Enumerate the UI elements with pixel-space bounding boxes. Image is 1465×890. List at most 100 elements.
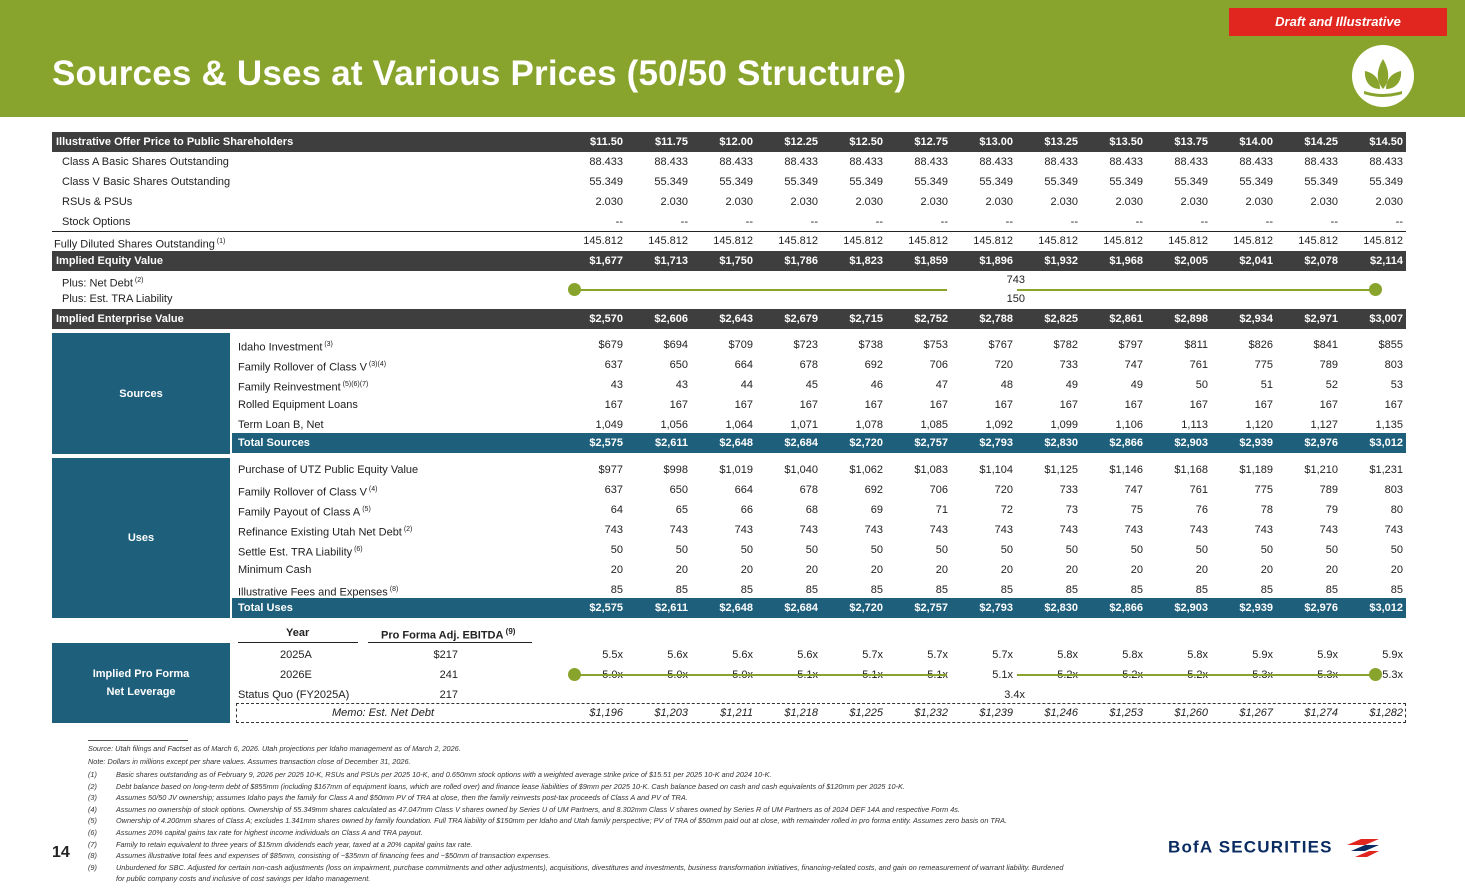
total-sources-row: Total Sources $2,575 $2,611 $2,648 $2,684 $2,… <box>232 433 1406 453</box>
value-cell: 145.812 <box>908 235 948 247</box>
value-cell: 45 <box>805 379 818 391</box>
bracket-end-dot <box>1369 668 1382 681</box>
value-cell: $694 <box>663 339 688 351</box>
value-cell: 743 <box>929 524 948 536</box>
value-cell: $2,830 <box>1044 437 1078 449</box>
value-cell: 55.349 <box>1304 176 1338 188</box>
uses-row-label: Family Payout of Class A (5) <box>238 506 371 519</box>
value-cell: $1,062 <box>849 464 883 476</box>
value-cell: $1,232 <box>914 707 948 719</box>
value-cell: 88.433 <box>1044 156 1078 168</box>
value-cell: 88.433 <box>1239 156 1273 168</box>
footnote-text: Assumes no ownership of stock options. O… <box>116 804 960 814</box>
shares-row-label: Class A Basic Shares Outstanding <box>62 156 229 168</box>
value-cell: 664 <box>734 359 753 371</box>
sources-row: Family Rollover of Class V (3)(4) 637 650 6… <box>52 355 1406 375</box>
memo-row: Memo: Est. Net Debt $1,196 $1,203 $1,211 $1,… <box>52 704 1406 722</box>
value-cell: $797 <box>1118 339 1143 351</box>
value-cell: 20 <box>805 564 818 576</box>
value-cell: 88.433 <box>719 156 753 168</box>
leverage-row-year: 2025A <box>280 649 312 661</box>
memo-box <box>236 703 1406 723</box>
footnote-item: (1) Basic shares outstanding as of Februa… <box>88 770 1348 782</box>
value-cell: $2,570 <box>589 313 623 325</box>
footnote-text: for public company costs and inclusive o… <box>116 874 371 884</box>
value-cell: $2,898 <box>1174 313 1208 325</box>
sources-row: Idaho Investment (3) $679 $694 $709 $723 $738… <box>52 335 1406 355</box>
value-cell: 50 <box>610 544 623 556</box>
value-cell: 743 <box>994 524 1013 536</box>
value-cell: $1,218 <box>784 707 818 719</box>
value-cell: $1,083 <box>914 464 948 476</box>
value-cell: 85 <box>870 584 883 596</box>
value-cell: $12.00 <box>719 136 753 148</box>
value-cell: $1,125 <box>1044 464 1078 476</box>
value-cell: 5.9x <box>1382 649 1403 661</box>
ebitda-footnote-ref: (9) <box>503 627 516 636</box>
value-cell: 55.349 <box>719 176 753 188</box>
value-cell: 88.433 <box>1369 156 1403 168</box>
value-cell: $2,078 <box>1304 255 1338 267</box>
value-cell: 50 <box>1130 544 1143 556</box>
value-cell: 678 <box>799 359 818 371</box>
value-cell: -- <box>1135 216 1143 228</box>
uses-row-footnote-ref: (5) <box>360 506 371 513</box>
value-cell: 2.030 <box>725 196 753 208</box>
value-cell: 20 <box>1325 564 1338 576</box>
uses-row: Refinance Existing Utah Net Debt (2) 743 7… <box>52 520 1406 540</box>
status-quo-row-year: Status Quo (FY2025A) <box>238 689 350 701</box>
value-cell: 167 <box>1059 399 1078 411</box>
value-cell: 55.349 <box>914 176 948 188</box>
footnote-number: (3) <box>88 793 97 803</box>
value-cell: $2,720 <box>849 437 883 449</box>
value-cell: 743 <box>1384 524 1403 536</box>
value-cell: 145.812 <box>1038 235 1078 247</box>
value-cell: $11.75 <box>654 136 688 148</box>
value-cell: $2,866 <box>1109 602 1143 614</box>
value-cell: $2,757 <box>914 602 948 614</box>
value-cell: 5.6x <box>732 649 753 661</box>
value-cell: $14.00 <box>1239 136 1273 148</box>
plus-row-label: Plus: Est. TRA Liability <box>62 293 173 305</box>
footnote-number: (8) <box>88 851 97 861</box>
implied-equity-row: Implied Equity Value $1,677 $1,713 $1,750 $1… <box>52 251 1406 271</box>
value-cell: $1,203 <box>654 707 688 719</box>
value-cell: 167 <box>604 399 623 411</box>
value-cell: 145.812 <box>778 235 818 247</box>
value-cell: $2,903 <box>1174 602 1208 614</box>
value-cell: 775 <box>1254 484 1273 496</box>
value-cell: 51 <box>1260 379 1273 391</box>
value-cell: 66 <box>740 504 753 516</box>
value-cell: 50 <box>1195 544 1208 556</box>
sources-row-footnote-ref: (3) <box>322 341 333 348</box>
value-cell: 5.8x <box>1187 649 1208 661</box>
value-cell: $1,274 <box>1304 707 1338 719</box>
value-cell: 85 <box>1130 584 1143 596</box>
value-cell: 650 <box>669 484 688 496</box>
row-separator <box>52 231 1406 232</box>
value-cell: $1,210 <box>1304 464 1338 476</box>
value-cell: 85 <box>1390 584 1403 596</box>
value-cell: 53 <box>1390 379 1403 391</box>
footnote-text: Debt balance based on long-term debt of … <box>116 781 905 791</box>
status-quo-row: Status Quo (FY2025A) 217 3.4x <box>52 685 1406 705</box>
value-cell: 43 <box>610 379 623 391</box>
value-cell: 75 <box>1130 504 1143 516</box>
header-underline <box>368 642 532 643</box>
value-cell: 50 <box>1325 544 1338 556</box>
value-cell: 20 <box>1390 564 1403 576</box>
value-cell: $2,684 <box>784 437 818 449</box>
value-cell: $2,611 <box>654 437 688 449</box>
value-cell: 50 <box>1195 379 1208 391</box>
value-cell: $1,231 <box>1369 464 1403 476</box>
plus-row-footnote-ref: (2) <box>132 277 144 284</box>
value-cell: $723 <box>793 339 818 351</box>
value-cell: -- <box>1070 216 1078 228</box>
value-cell: 803 <box>1384 359 1403 371</box>
uses-row: Purchase of UTZ Public Equity Value $977 $… <box>52 460 1406 480</box>
value-cell: $1,267 <box>1239 707 1273 719</box>
value-cell: $2,976 <box>1304 602 1338 614</box>
memo-row-label: Memo: Est. Net Debt <box>332 707 435 719</box>
value-cell: -- <box>745 216 753 228</box>
value-cell: $1,239 <box>979 707 1013 719</box>
